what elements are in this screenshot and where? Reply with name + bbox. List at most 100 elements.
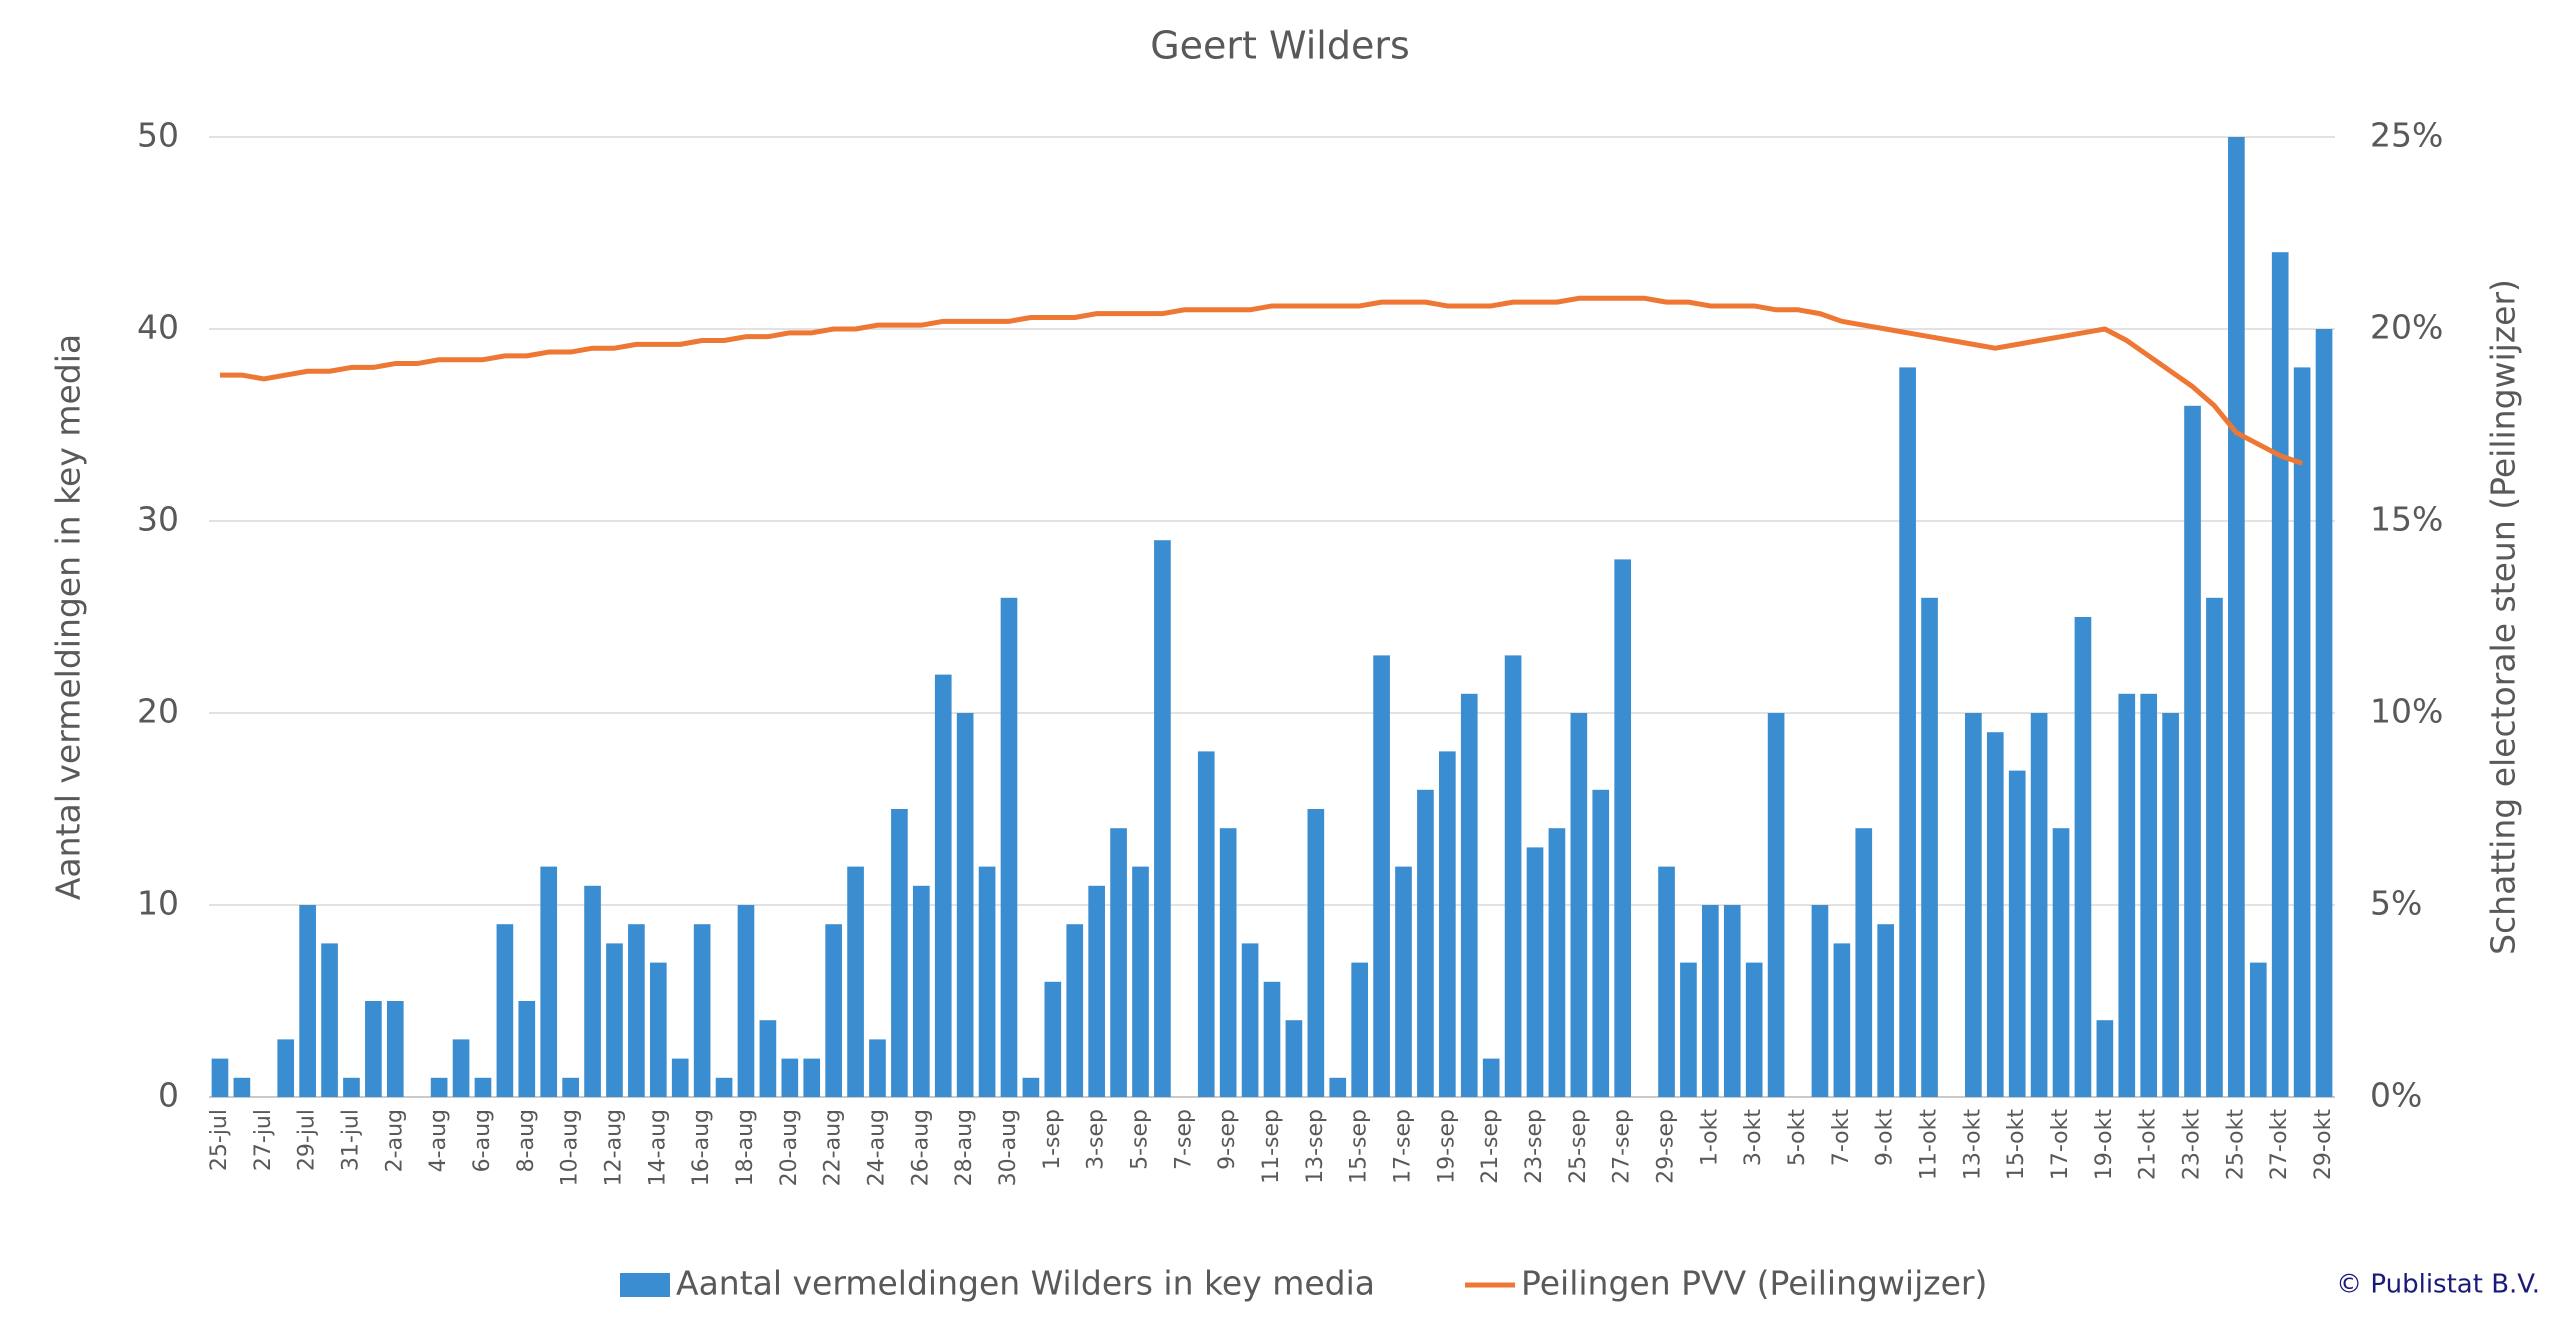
bar — [1921, 597, 1938, 1097]
bar — [1154, 540, 1171, 1097]
bar — [2074, 617, 2092, 1097]
bar — [628, 924, 645, 1097]
chart-title: Geert Wilders — [1150, 24, 1410, 68]
bar — [1680, 962, 1697, 1097]
copyright: © Publistat B.V. — [2336, 1270, 2540, 1300]
x-tick-label: 14-aug — [645, 1109, 670, 1186]
bar — [1066, 924, 1084, 1097]
x-tick-label: 9-okt — [1873, 1109, 1898, 1167]
x-tick-label: 28-aug — [952, 1109, 977, 1186]
x-tick-label: 10-aug — [558, 1109, 583, 1186]
bar — [474, 1077, 492, 1097]
x-tick-label: 7-sep — [1171, 1109, 1196, 1170]
line — [219, 295, 2303, 466]
y-tick-label: 0 — [158, 1076, 179, 1115]
bar — [2118, 693, 2136, 1097]
y-axis-label: Aantal vermeldingen in key media — [49, 334, 88, 900]
bar — [2228, 137, 2245, 1097]
x-tick-label: 13-okt — [1960, 1109, 1985, 1181]
bar — [1044, 981, 1062, 1097]
x-tick-label: 27-okt — [2267, 1109, 2292, 1181]
bar — [1614, 559, 1632, 1097]
y-tick-label: 20 — [137, 692, 179, 731]
x-tick-label: 1-okt — [1697, 1109, 1722, 1167]
x-tick-label: 26-aug — [908, 1109, 933, 1186]
x-tick-label: 25-jul — [207, 1109, 232, 1171]
bar — [299, 905, 316, 1097]
x-tick-label: 27-jul — [251, 1109, 276, 1171]
bar — [1460, 693, 1478, 1097]
x-tick-label: 1-sep — [1040, 1109, 1065, 1170]
bar — [1504, 655, 1522, 1097]
bar — [1548, 828, 1566, 1097]
x-tick-label: 29-okt — [2311, 1109, 2336, 1181]
x-tick-label: 2-aug — [382, 1109, 407, 1172]
bar — [343, 1077, 360, 1097]
legend-label: Aantal vermeldingen Wilders in key media — [676, 1264, 1375, 1303]
bar — [2293, 367, 2311, 1097]
x-tick-label: 6-aug — [470, 1109, 495, 1172]
x-tick-label: 7-okt — [1829, 1109, 1854, 1167]
x-tick-label: 11-sep — [1259, 1109, 1284, 1184]
bar — [1417, 789, 1434, 1097]
bar — [2008, 770, 2026, 1097]
x-tick-label: 19-okt — [2092, 1109, 2117, 1181]
bar — [277, 1039, 295, 1097]
x-tick-label: 27-sep — [1610, 1109, 1635, 1184]
bar — [1702, 905, 1719, 1097]
y-tick-label: 40 — [137, 308, 179, 347]
x-tick-label: 23-okt — [2180, 1109, 2205, 1181]
bar — [956, 713, 974, 1097]
bar — [1986, 732, 2004, 1097]
bar — [386, 1001, 404, 1097]
bar — [1526, 847, 1544, 1097]
x-tick-label: 29-sep — [1654, 1109, 1679, 1184]
bar — [1833, 943, 1851, 1097]
x-tick-label: 5-sep — [1127, 1109, 1152, 1170]
bar — [1351, 962, 1368, 1097]
legend-label: Peilingen PVV (Peilingwijzer) — [1521, 1264, 1987, 1303]
bar — [847, 866, 864, 1097]
x-tick-label: 3-sep — [1084, 1109, 1109, 1170]
x-tick-label: 21-okt — [2136, 1109, 2161, 1181]
bar — [2052, 828, 2070, 1097]
bar — [671, 1058, 689, 1097]
bar — [912, 885, 930, 1097]
x-tick-label: 3-okt — [1741, 1109, 1766, 1167]
bar — [1658, 866, 1675, 1097]
x-tick-label: 5-okt — [1785, 1109, 1810, 1167]
bar — [365, 1001, 382, 1097]
bar — [2096, 1020, 2114, 1097]
bar — [321, 943, 338, 1097]
bar — [1899, 367, 1916, 1097]
x-tick-label: 30-aug — [996, 1109, 1021, 1186]
x-tick-label: 20-aug — [777, 1109, 802, 1186]
bar — [1767, 713, 1785, 1097]
y-tick-label: 50 — [137, 116, 179, 155]
bar — [934, 674, 952, 1097]
bar — [2184, 405, 2201, 1097]
x-tick-label: 8-aug — [514, 1109, 539, 1172]
bar — [1263, 981, 1281, 1097]
x-tick-label: 16-aug — [689, 1109, 714, 1186]
x-tick-label: 12-aug — [601, 1109, 626, 1186]
bar — [1723, 905, 1741, 1097]
bar — [2206, 597, 2223, 1097]
bar — [1000, 597, 1018, 1097]
bar — [2249, 962, 2267, 1097]
x-tick-label: 19-sep — [1434, 1109, 1459, 1184]
x-tick-label: 4-aug — [426, 1109, 451, 1172]
bar — [1877, 924, 1895, 1097]
x-tick-label: 17-sep — [1391, 1109, 1416, 1184]
bar — [693, 924, 711, 1097]
bar — [715, 1077, 733, 1097]
y2-tick-label: 25% — [2370, 116, 2443, 155]
bar — [211, 1058, 229, 1097]
y2-tick-label: 20% — [2370, 308, 2443, 347]
bar — [1307, 809, 1325, 1097]
bar — [2271, 252, 2289, 1097]
bar — [430, 1077, 448, 1097]
bar — [1022, 1077, 1040, 1097]
